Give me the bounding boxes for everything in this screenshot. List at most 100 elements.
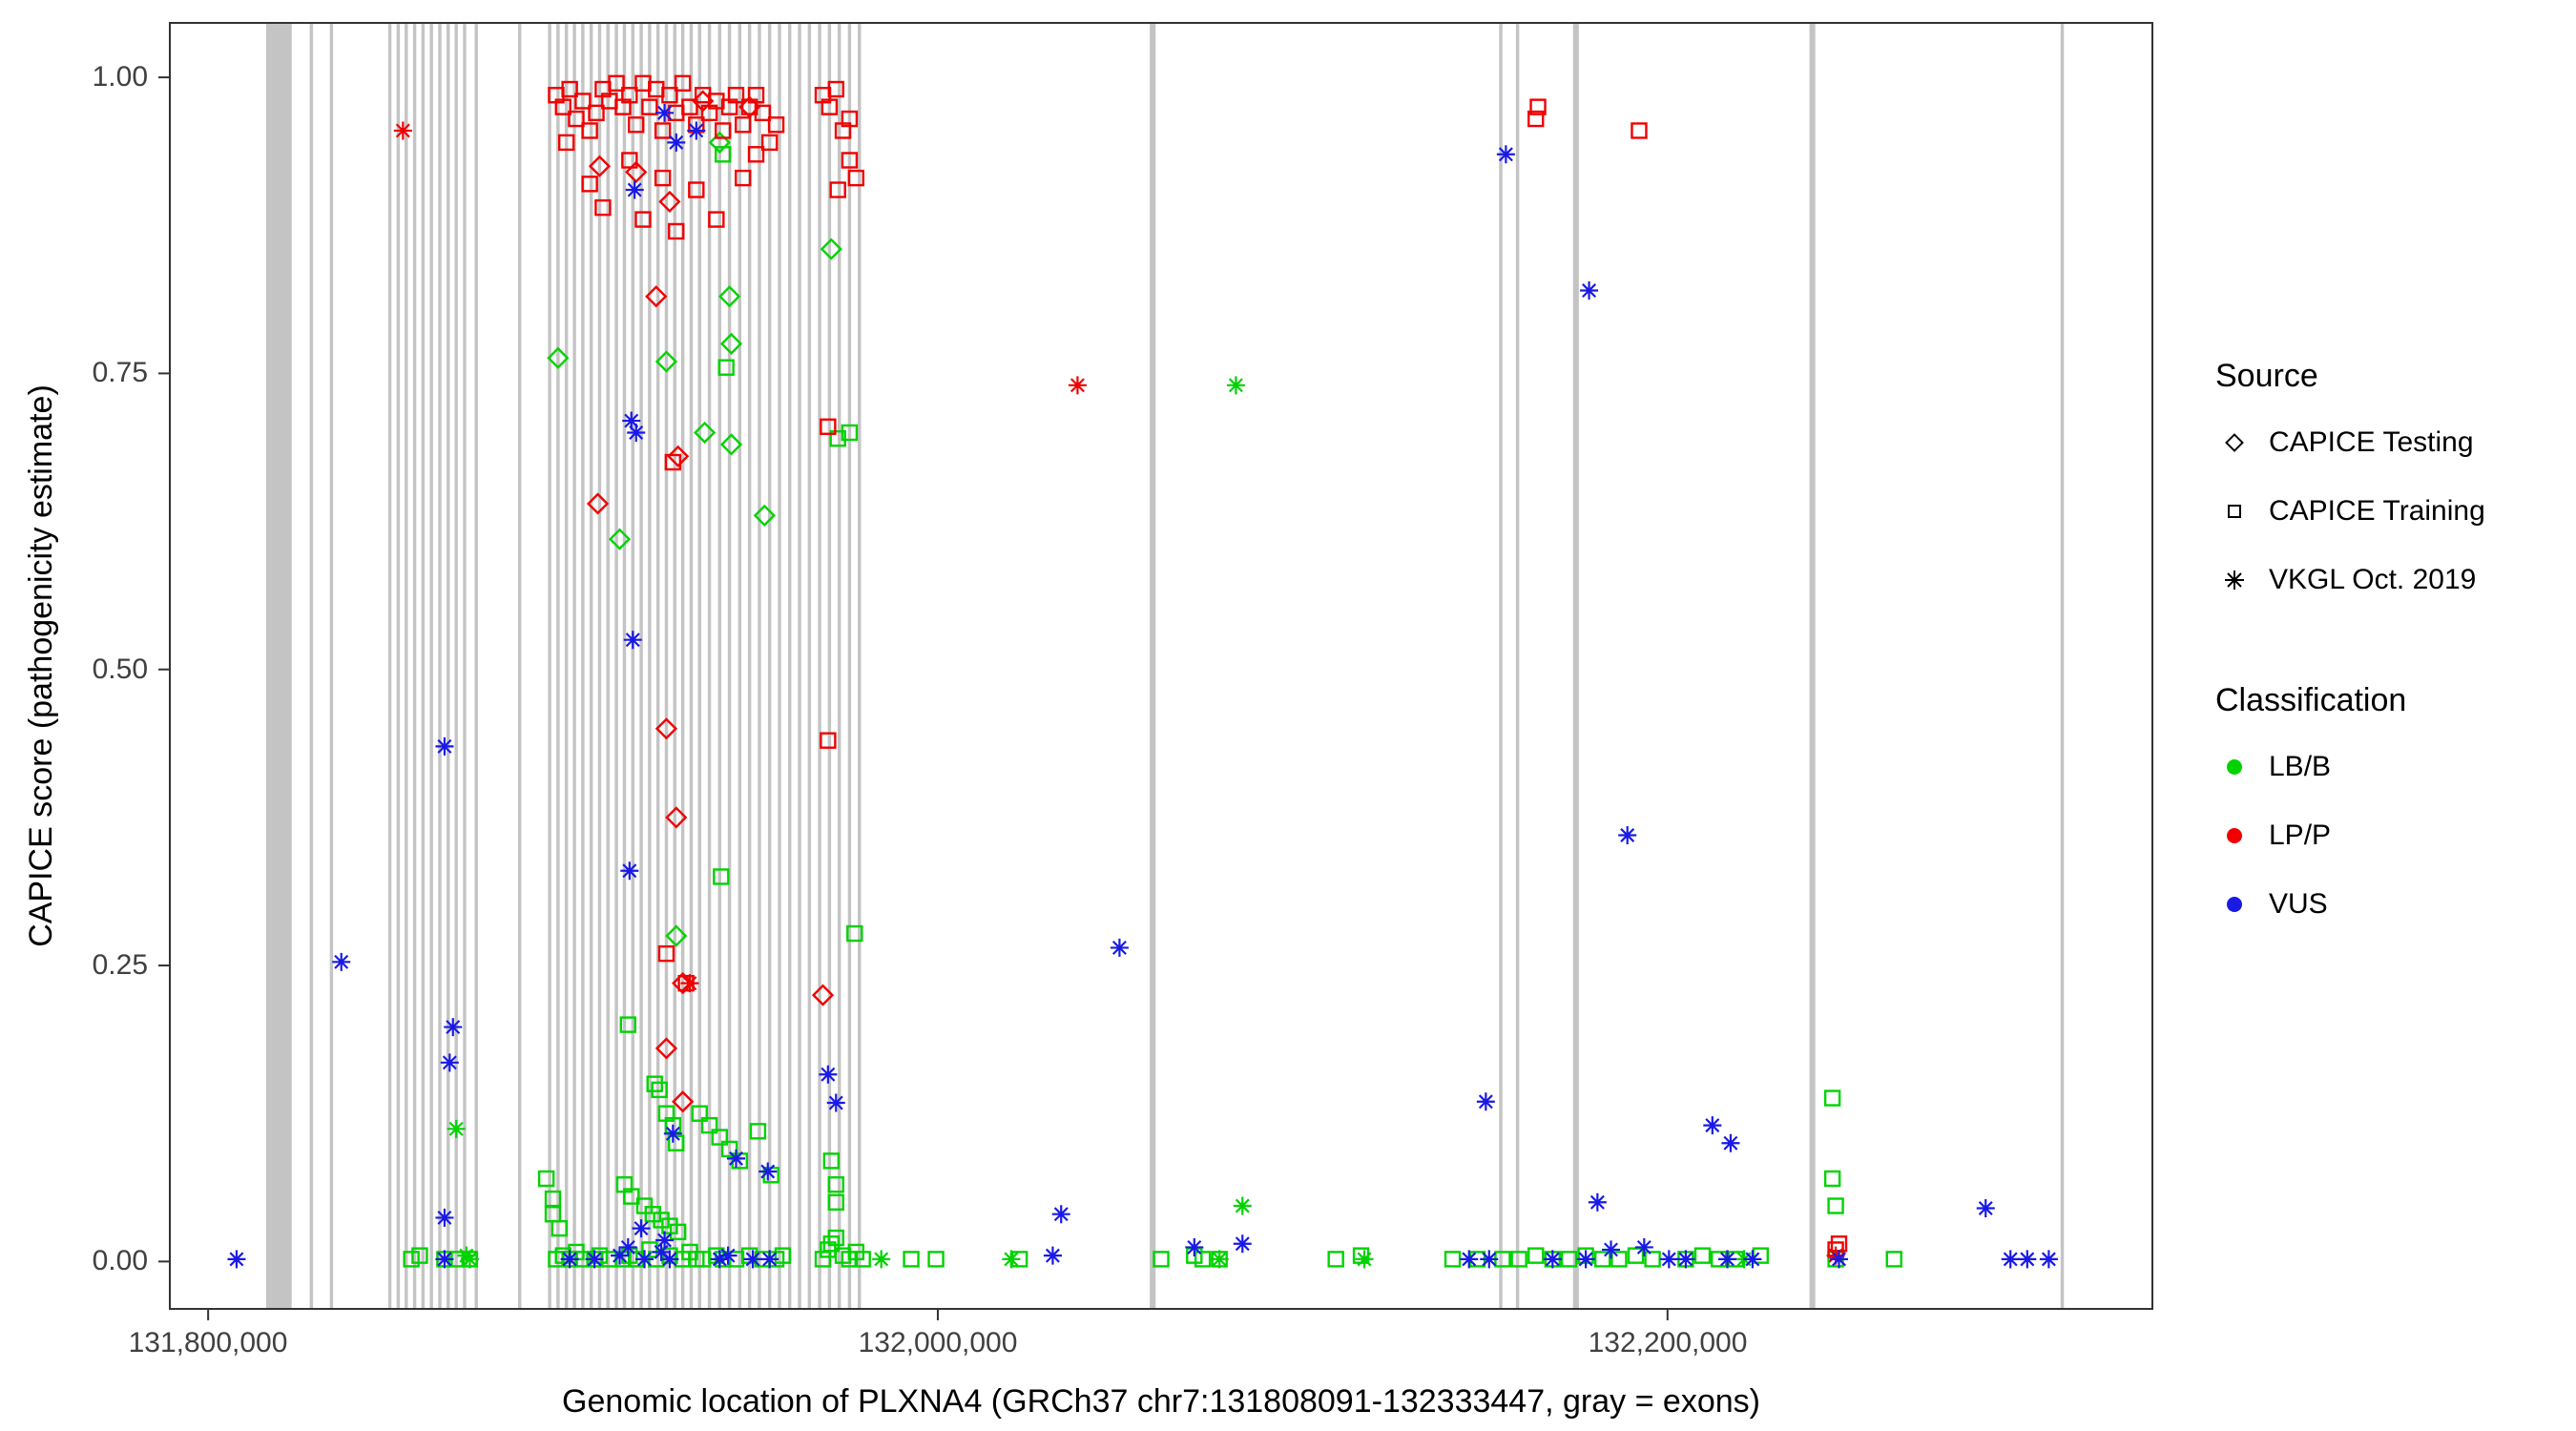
legend-item-label: LB/B <box>2269 751 2332 782</box>
point-asterisk <box>1226 376 1245 395</box>
legend-item-lbb: LB/B <box>2215 733 2559 801</box>
point-square <box>720 1140 738 1158</box>
point-asterisk <box>1185 1237 1204 1256</box>
point-square <box>820 418 837 435</box>
point-square <box>654 169 672 187</box>
exon-bar <box>581 23 585 1309</box>
point-square <box>561 80 578 98</box>
exon-bar <box>639 23 643 1309</box>
exon-bar <box>556 23 560 1309</box>
point-asterisk <box>710 1250 729 1269</box>
point-square <box>664 453 682 471</box>
point-asterisk <box>680 974 699 993</box>
legend-item-vkgl: VKGL Oct. 2019 <box>2215 546 2559 614</box>
exon-bar <box>673 23 676 1309</box>
point-asterisk <box>440 1053 459 1072</box>
point-square <box>767 116 785 134</box>
point-square <box>708 211 725 228</box>
point-square <box>1885 1251 1902 1268</box>
point-asterisk <box>655 103 675 122</box>
y-tick-label: 0.00 <box>92 1245 148 1276</box>
point-square <box>1693 1247 1712 1264</box>
point-asterisk <box>1480 1250 1499 1269</box>
point-asterisk <box>1210 1250 1229 1269</box>
point-square <box>594 198 612 217</box>
point-square <box>669 1223 687 1241</box>
point-square <box>1644 1251 1661 1268</box>
exon-bar <box>474 23 478 1309</box>
point-square <box>1610 1251 1628 1268</box>
point-square <box>674 74 692 93</box>
point-asterisk <box>627 423 646 442</box>
point-square <box>1527 1247 1545 1264</box>
point-square <box>715 146 732 163</box>
point-square <box>657 944 675 963</box>
point-square <box>827 80 844 98</box>
point-asterisk <box>660 1250 679 1269</box>
y-tick-label: 0.25 <box>92 949 148 981</box>
point-square <box>1153 1251 1170 1268</box>
point-asterisk <box>1496 145 1515 164</box>
exon-bar <box>807 23 812 1309</box>
point-square <box>591 1247 609 1264</box>
point-asterisk <box>1676 1250 1695 1269</box>
exon-bar <box>818 23 821 1309</box>
exon-bar <box>265 23 292 1309</box>
point-asterisk <box>1233 1234 1252 1254</box>
y-tick-label: 0.50 <box>92 653 148 685</box>
point-diamond <box>811 984 835 1006</box>
exon-bar <box>329 23 334 1309</box>
point-diamond <box>586 492 610 515</box>
point-square <box>537 1170 555 1188</box>
point-square <box>846 924 863 943</box>
point-asterisk <box>2039 1250 2058 1269</box>
point-square <box>581 176 598 193</box>
point-square <box>621 152 638 169</box>
point-square <box>820 732 837 749</box>
exon-bar <box>606 23 610 1309</box>
exon-bar <box>1150 23 1156 1309</box>
point-asterisk <box>1743 1250 1762 1269</box>
point-diamond <box>694 421 717 445</box>
exon-bar <box>1572 23 1579 1309</box>
point-square <box>1827 1197 1844 1214</box>
point-square <box>822 1235 841 1253</box>
y-tick-label: 1.00 <box>92 61 148 93</box>
point-asterisk <box>1588 1192 1607 1212</box>
point-asterisk <box>460 1250 479 1269</box>
legend-item-lpp: LP/P <box>2215 801 2559 870</box>
point-square <box>646 1075 663 1092</box>
point-asterisk <box>1976 1198 1995 1217</box>
point-asterisk <box>625 180 644 199</box>
square-marker-icon <box>2215 492 2269 530</box>
exon-bar <box>858 23 862 1309</box>
point-asterisk <box>393 121 412 140</box>
exon-bar <box>1515 23 1520 1309</box>
point-square <box>1194 1251 1212 1268</box>
exon-bar <box>597 23 602 1309</box>
point-asterisk <box>1043 1246 1062 1265</box>
point-square <box>708 93 725 110</box>
point-square <box>735 116 752 134</box>
point-square <box>1823 1089 1841 1107</box>
point-square <box>717 359 735 376</box>
point-square <box>827 1229 844 1247</box>
point-diamond <box>645 285 668 308</box>
point-diamond <box>665 806 688 829</box>
point-asterisk <box>444 1018 463 1037</box>
point-square <box>1444 1251 1462 1268</box>
point-asterisk <box>819 1065 838 1084</box>
point-asterisk <box>655 1231 675 1250</box>
point-asterisk <box>435 1208 454 1227</box>
exon-bar <box>655 23 660 1309</box>
point-square <box>747 146 765 163</box>
point-asterisk <box>227 1250 246 1269</box>
point-diamond <box>658 190 681 214</box>
point-asterisk <box>635 1250 654 1269</box>
exon-bar <box>614 23 618 1309</box>
point-square <box>1527 110 1545 128</box>
point-asterisk <box>1634 1237 1653 1256</box>
point-diamond <box>547 346 570 369</box>
exon-bar <box>421 23 426 1309</box>
